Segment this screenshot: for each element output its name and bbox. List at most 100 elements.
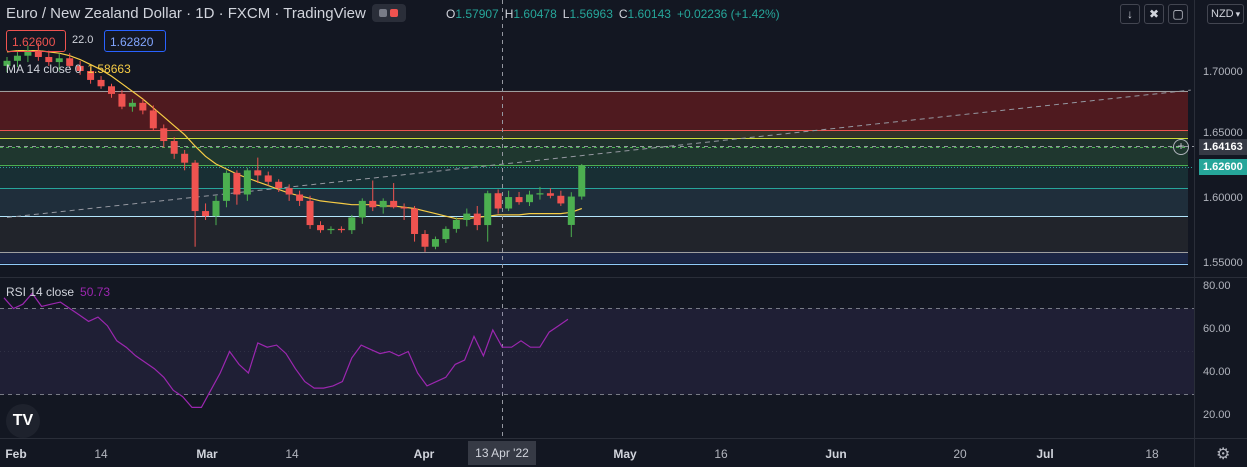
sell-button[interactable]: 1.62600 [6, 30, 66, 52]
candle-body [13, 55, 21, 61]
rsi-line [3, 292, 569, 408]
candle-body [379, 200, 387, 208]
rsi-legend[interactable]: RSI 14 close 50.73 [6, 285, 110, 299]
rsi-legend-label: RSI 14 close [6, 285, 75, 299]
ohlc-close-key: C [618, 7, 628, 21]
candle-body [494, 193, 502, 209]
chevron-down-icon[interactable]: ↓ [1120, 4, 1140, 24]
candle-body [45, 56, 53, 63]
time-axis-label: 14 [285, 447, 299, 461]
fib-zone [0, 187, 1188, 217]
candle-body [463, 213, 471, 220]
time-axis-label: Mar [196, 447, 218, 461]
candle-body [222, 172, 230, 201]
candle-body [243, 170, 251, 195]
symbol-title[interactable]: Euro / New Zealand Dollar · 1D · FXCM · … [6, 4, 366, 22]
time-axis-label: Jul [1036, 447, 1054, 461]
time-axis-label: 20 [953, 447, 967, 461]
candle-body [452, 219, 460, 229]
ohlc-low-key: L [562, 7, 570, 21]
chevron-down-icon: ▾ [1235, 8, 1241, 19]
candle-body [578, 165, 586, 197]
candle-body [24, 50, 32, 56]
currency-label: NZD [1211, 8, 1234, 20]
collapse-icon[interactable]: ✖ [1144, 4, 1164, 24]
candle-body [306, 200, 314, 226]
price-axis-label: 1.55000 [1203, 257, 1243, 269]
price-axis-label: 1.65000 [1203, 127, 1243, 139]
candle-body [536, 193, 544, 195]
candle-body [76, 65, 84, 71]
candle-body [118, 93, 126, 107]
candle-body [567, 196, 575, 225]
candle-body [55, 58, 63, 63]
ma-legend-label: MA 14 close 0 [6, 62, 82, 76]
candle-body [34, 50, 42, 57]
candle-body [212, 200, 220, 217]
fib-zone [0, 137, 1188, 148]
ohlc-high-key: H [504, 7, 514, 21]
maximize-icon[interactable]: ▢ [1168, 4, 1188, 24]
time-axis-label: May [613, 447, 637, 461]
fib-zone [0, 147, 1188, 165]
candle-body [66, 58, 74, 66]
candle-body [128, 102, 136, 107]
ohlc-high-value: 1.60478 [513, 7, 557, 21]
ohlc-change-value: +0.02236 (+1.42%) [676, 7, 780, 21]
tradingview-logo-icon[interactable]: TV [6, 404, 40, 438]
fib-zone [0, 129, 1188, 138]
candle-body [369, 200, 377, 208]
visibility-toggle-icon[interactable] [371, 4, 406, 22]
ma-legend[interactable]: MA 14 close 0 1.58663 [6, 62, 131, 76]
candle-body [3, 60, 11, 66]
ohlc-readout: O1.57907 H1.60478 L1.56963 C1.60143 +0.0… [446, 7, 780, 21]
candle-body [202, 211, 210, 217]
ohlc-open-value: 1.57907 [455, 7, 499, 21]
trend-line [6, 89, 1191, 218]
candle-body [170, 141, 178, 154]
candle-body [149, 110, 157, 129]
candle-body [526, 194, 533, 203]
candle-body [411, 208, 419, 234]
buy-button[interactable]: 1.62820 [104, 30, 166, 52]
candle-body [285, 188, 293, 195]
candle-body [317, 225, 324, 231]
rsi-legend-value: 50.73 [80, 285, 111, 299]
plus-circle-icon[interactable]: + [1173, 139, 1189, 155]
time-axis-label: 14 [94, 447, 108, 461]
candle-body [87, 71, 95, 80]
candle-body [546, 193, 554, 196]
rsi-axis-label: 60.00 [1203, 323, 1231, 335]
currency-button[interactable]: NZD ▾ [1207, 4, 1245, 24]
crosshair-date-tag: 13 Apr '22 [468, 441, 536, 465]
candle-body [473, 213, 481, 226]
crosshair-price-tag: 1.64163 [1199, 139, 1247, 155]
price-axis-label: 1.70000 [1203, 66, 1243, 78]
gear-icon[interactable]: ⚙ [1216, 446, 1231, 463]
time-axis-label: 18 [1145, 447, 1159, 461]
candle-body [505, 197, 513, 209]
candle-body [421, 233, 429, 247]
rsi-axis-label: 40.00 [1203, 366, 1231, 378]
candle-body [431, 239, 439, 247]
candle-body [108, 86, 115, 94]
candle-body [181, 153, 189, 163]
candle-body [390, 200, 398, 208]
candle-body [327, 228, 335, 231]
candle-body [515, 197, 523, 203]
chart-title-bar: Euro / New Zealand Dollar · 1D · FXCM · … [6, 4, 406, 22]
candle-body [264, 175, 272, 182]
candle-body [191, 162, 199, 212]
ma-legend-value: 1.58663 [87, 62, 131, 76]
candle-body [358, 200, 366, 218]
fib-zone [0, 90, 1188, 130]
candle-body [442, 228, 450, 240]
time-axis-label: Jun [825, 447, 847, 461]
time-axis-label: 16 [714, 447, 728, 461]
candle-body [296, 194, 304, 201]
candle-body [275, 181, 283, 189]
fib-zone [0, 164, 1188, 188]
candle-body [400, 207, 408, 209]
